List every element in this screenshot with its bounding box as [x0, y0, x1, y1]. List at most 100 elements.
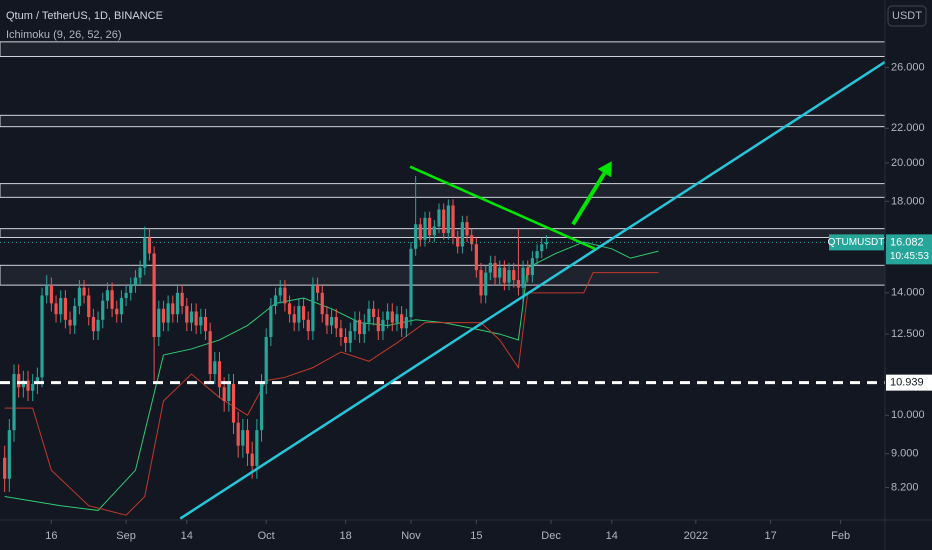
candle-body [456, 237, 460, 247]
x-tick-label: 18 [339, 530, 351, 542]
candle-body [479, 270, 483, 296]
candle-body [26, 380, 30, 391]
candle-body [40, 295, 44, 378]
candle-body [49, 285, 53, 304]
candle-body [101, 300, 105, 320]
chart-title: Qtum / TetherUS, 1D, BINANCE [6, 10, 163, 22]
candle-body [68, 319, 72, 326]
candle-body [414, 224, 418, 249]
candle-body [236, 422, 240, 446]
zone [0, 41, 886, 57]
candle-body [521, 267, 525, 288]
zone [0, 114, 886, 128]
price-label: 10.939 [890, 377, 924, 389]
candle-body [530, 258, 535, 276]
symbol-label: QTUMUSDT [828, 237, 885, 248]
plot-area [0, 41, 886, 520]
span-line [4, 272, 659, 516]
candle-body [372, 308, 376, 318]
candle-body [91, 317, 96, 332]
currency-label[interactable]: USDT [892, 10, 922, 22]
candle-body [418, 224, 422, 240]
price-label-box [886, 374, 932, 391]
candle-body [54, 303, 58, 315]
candle-body [460, 222, 464, 247]
candle-body [526, 267, 530, 276]
x-tick-label: Sep [116, 530, 136, 542]
candle-body [386, 311, 390, 320]
x-tick-label: 14 [181, 530, 193, 542]
candle-body [442, 209, 446, 234]
candle-body [255, 430, 259, 466]
zone [0, 183, 886, 198]
x-tick-label: Nov [401, 530, 421, 542]
candle-body [292, 314, 296, 323]
trendline [409, 165, 596, 250]
candle-body [17, 374, 21, 388]
candle-body [353, 319, 357, 332]
candle-body [362, 322, 366, 335]
candle-body [35, 377, 39, 384]
candle-body [451, 205, 455, 238]
candle-body [395, 314, 399, 323]
candle-body [157, 308, 161, 338]
candle-body [488, 262, 492, 273]
currency-box[interactable] [887, 5, 927, 27]
candle-body [269, 306, 273, 338]
candle-body [315, 285, 320, 293]
x-tick-label: 17 [764, 530, 776, 542]
candle-body [231, 383, 236, 423]
candle-body [381, 319, 385, 332]
candle-body [3, 457, 7, 479]
x-tick-label: 14 [606, 530, 618, 542]
candle-body [502, 267, 506, 283]
y-tick-label: 12.500 [891, 328, 925, 340]
candle-body [7, 430, 11, 479]
candle-body [348, 331, 352, 343]
candle-body [423, 217, 427, 240]
candle-body [77, 287, 81, 307]
candle-body [432, 226, 436, 236]
candle-body [217, 361, 222, 388]
candle-body [175, 292, 180, 315]
candle-body [428, 217, 432, 236]
x-tick-label: 15 [470, 530, 482, 542]
candle-body [208, 331, 212, 375]
candle-body [283, 287, 287, 304]
candle-body [259, 383, 264, 431]
candle-body [446, 205, 450, 234]
y-tick-label: 9.000 [891, 448, 919, 460]
candle-body [12, 374, 16, 431]
candle-body [367, 308, 371, 323]
candle-body [222, 387, 226, 402]
candle-body [343, 337, 348, 343]
current-price-box [886, 234, 932, 265]
current-price-label: 16.082 [890, 236, 924, 248]
candle-body [470, 235, 474, 245]
candle-body [297, 306, 301, 323]
candle-body [133, 277, 138, 286]
zone [0, 264, 886, 286]
arrow-head [597, 161, 612, 178]
x-tick-label: 16 [45, 530, 57, 542]
candle-body [273, 295, 278, 307]
y-tick-label: 22.000 [891, 122, 925, 134]
candle-body [87, 295, 91, 318]
candle-body [110, 290, 114, 309]
candle-body [306, 319, 310, 332]
candle-body [213, 361, 217, 375]
candle-body [540, 244, 544, 252]
candle-body [129, 285, 133, 293]
x-tick-label: Dec [541, 530, 561, 542]
candle-body [143, 237, 147, 268]
candle-body [404, 317, 408, 329]
candle-body [512, 270, 516, 281]
candle-body [147, 237, 152, 254]
candle-body [124, 292, 128, 299]
candle-body [82, 287, 86, 296]
candle-body [250, 453, 254, 466]
indicator-label[interactable]: Ichimoku (9, 26, 52, 26) [6, 29, 122, 41]
candle-body [493, 262, 497, 278]
candle-body [199, 317, 203, 326]
